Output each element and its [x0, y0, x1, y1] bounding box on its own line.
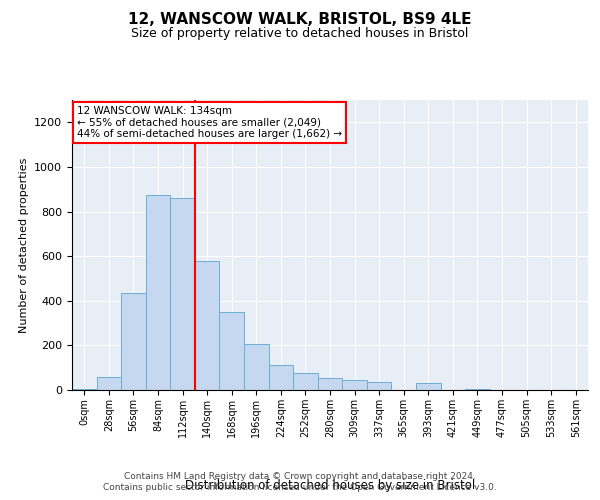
- Bar: [367, 382, 391, 390]
- Bar: [195, 260, 220, 390]
- Bar: [342, 380, 367, 390]
- Text: 12, WANSCOW WALK, BRISTOL, BS9 4LE: 12, WANSCOW WALK, BRISTOL, BS9 4LE: [128, 12, 472, 28]
- Text: Contains public sector information licensed under the Open Government Licence v3: Contains public sector information licen…: [103, 484, 497, 492]
- Bar: [146, 195, 170, 390]
- Bar: [121, 293, 146, 390]
- Bar: [318, 378, 342, 390]
- Bar: [244, 344, 269, 390]
- Bar: [465, 389, 490, 390]
- Bar: [97, 376, 121, 390]
- Bar: [293, 374, 318, 390]
- Text: 12 WANSCOW WALK: 134sqm
← 55% of detached houses are smaller (2,049)
44% of semi: 12 WANSCOW WALK: 134sqm ← 55% of detache…: [77, 106, 342, 139]
- Bar: [72, 389, 97, 390]
- Bar: [170, 198, 195, 390]
- Bar: [220, 312, 244, 390]
- X-axis label: Distribution of detached houses by size in Bristol: Distribution of detached houses by size …: [185, 479, 475, 492]
- Y-axis label: Number of detached properties: Number of detached properties: [19, 158, 29, 332]
- Bar: [416, 384, 440, 390]
- Text: Contains HM Land Registry data © Crown copyright and database right 2024.: Contains HM Land Registry data © Crown c…: [124, 472, 476, 481]
- Text: Size of property relative to detached houses in Bristol: Size of property relative to detached ho…: [131, 28, 469, 40]
- Bar: [269, 366, 293, 390]
